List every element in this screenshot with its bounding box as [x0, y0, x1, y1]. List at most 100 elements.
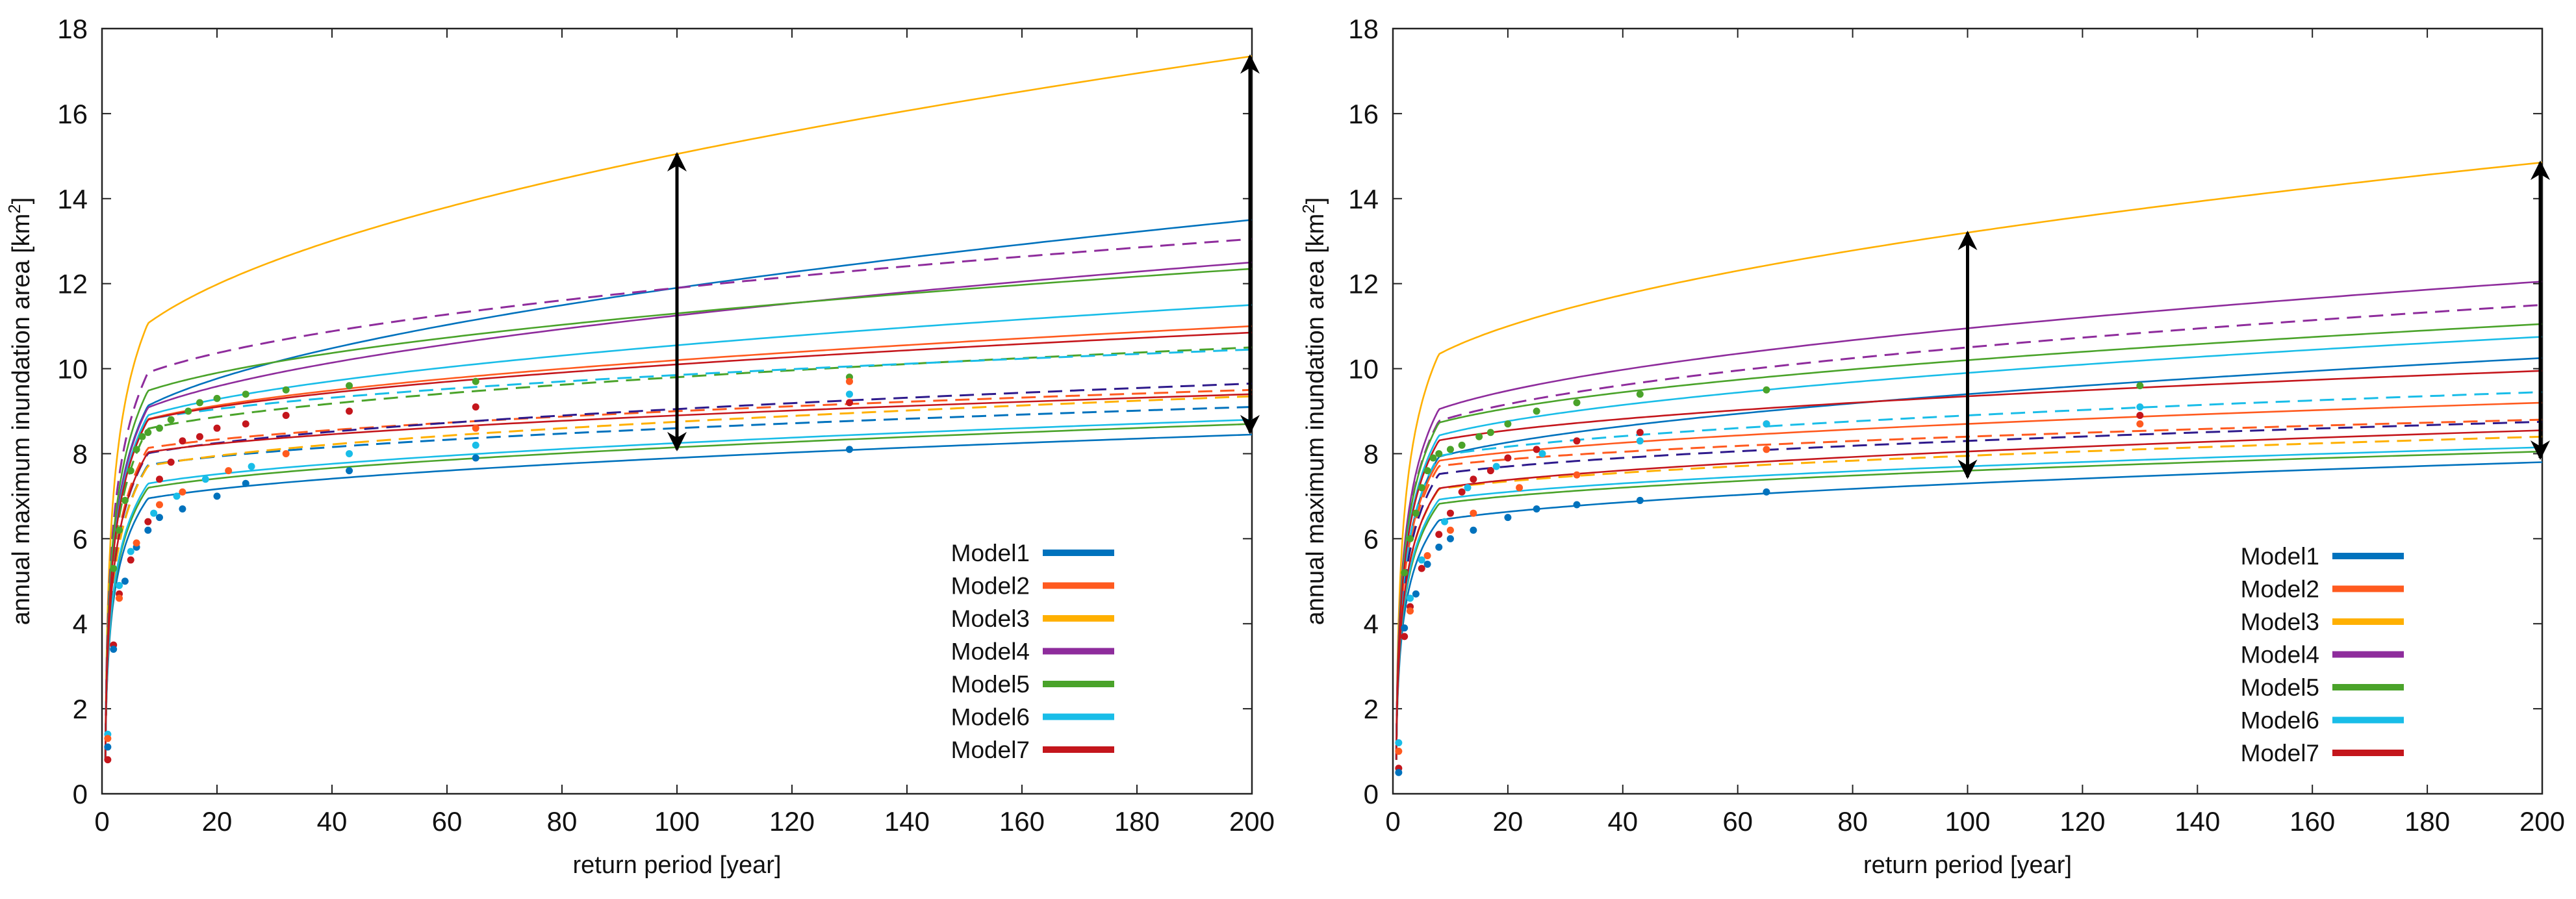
observed-point: [1573, 399, 1581, 407]
observed-point: [1763, 446, 1770, 453]
observed-point: [1636, 437, 1644, 445]
legend-label: Model3: [951, 605, 1030, 632]
observed-point: [201, 475, 209, 483]
observed-point: [1418, 556, 1425, 564]
observed-point: [1407, 607, 1414, 615]
y-tick-label: 12: [57, 269, 88, 299]
observed-point: [1412, 509, 1420, 517]
y-tick-label: 14: [57, 184, 88, 214]
observed-point: [116, 594, 123, 602]
y-axis-label-end: ]: [1302, 197, 1329, 205]
x-tick-label: 180: [1114, 806, 1160, 837]
legend-label: Model5: [951, 671, 1030, 698]
observed-point: [1486, 429, 1494, 437]
observed-point: [1458, 488, 1466, 496]
x-tick-label: 200: [2519, 806, 2565, 837]
observed-point: [282, 386, 290, 394]
x-tick-label: 60: [432, 806, 463, 837]
series-line-model7: [1396, 429, 2542, 760]
y-tick-label: 0: [73, 779, 88, 809]
x-tick-label: 140: [2174, 806, 2220, 837]
observed-point: [156, 424, 163, 432]
y-tick-label: 8: [73, 438, 88, 469]
y-tick-label: 16: [57, 99, 88, 129]
y-tick-label: 6: [1364, 524, 1379, 554]
y-tick-label: 18: [1348, 14, 1379, 44]
observed-point: [1573, 471, 1581, 479]
y-tick-label: 0: [1364, 779, 1379, 809]
series-line-model4: [105, 261, 1252, 760]
series-line-model5: [105, 423, 1252, 760]
x-tick-label: 20: [202, 806, 233, 837]
observed-point: [1429, 454, 1437, 462]
observed-point: [1395, 748, 1403, 755]
y-axis-label: annual maximum inundation area [km2]: [5, 197, 35, 626]
y-tick-label: 2: [1364, 694, 1379, 724]
series-line-model1: [105, 219, 1252, 760]
observed-point: [213, 492, 221, 500]
observed-point: [1464, 484, 1472, 492]
observed-point: [1407, 594, 1414, 602]
legend-label: Model2: [2241, 576, 2319, 603]
series-line-model2: [104, 388, 1252, 760]
observed-point: [1636, 496, 1644, 504]
plot-area: [104, 55, 1252, 764]
observed-point: [1636, 390, 1644, 398]
legend-label: Model4: [951, 639, 1030, 665]
series-line-model6: [1395, 391, 2542, 760]
x-tick-label: 200: [1229, 806, 1275, 837]
observed-point: [179, 437, 186, 445]
observed-point: [144, 429, 152, 437]
y-tick-label: 10: [57, 354, 88, 385]
series-line-model5: [1396, 450, 2542, 760]
observed-point: [110, 564, 118, 572]
observed-point: [1407, 535, 1414, 542]
observed-point: [104, 756, 112, 764]
observed-point: [1573, 437, 1581, 445]
y-tick-label: 16: [1348, 99, 1379, 129]
observed-point: [1423, 467, 1431, 475]
legend-label: Model2: [951, 573, 1030, 600]
x-tick-label: 40: [1607, 806, 1638, 837]
observed-point: [110, 645, 118, 653]
observed-point: [242, 420, 249, 428]
y-tick-label: 18: [57, 14, 88, 44]
x-tick-label: 160: [2289, 806, 2335, 837]
observed-point: [196, 399, 203, 407]
series-line-model5: [105, 268, 1252, 760]
legend-label: Model5: [2241, 674, 2319, 701]
observed-point: [138, 433, 146, 440]
observed-point: [127, 548, 134, 555]
observed-point: [1458, 441, 1466, 449]
legend-label: Model6: [951, 704, 1030, 731]
observed-point: [127, 467, 134, 475]
observed-point: [185, 407, 192, 415]
observed-point: [156, 475, 163, 483]
observed-point: [1441, 518, 1449, 525]
y-axis-label-main: annual maximum inundation area [km: [8, 214, 35, 626]
y-axis-label-main: annual maximum inundation area [km: [1302, 214, 1329, 626]
observed-point: [116, 581, 123, 589]
x-axis-label: return period [year]: [1863, 852, 2072, 879]
x-tick-label: 120: [769, 806, 815, 837]
series-line-model4: [104, 383, 1252, 760]
observed-point: [1435, 531, 1443, 538]
legend-label: Model6: [2241, 707, 2319, 734]
observed-point: [1401, 569, 1409, 577]
observed-point: [1423, 552, 1431, 560]
x-tick-label: 180: [2404, 806, 2450, 837]
legend-label: Model3: [2241, 609, 2319, 635]
y-tick-label: 6: [73, 524, 88, 554]
observed-point: [1486, 467, 1494, 475]
observed-point: [1504, 420, 1512, 428]
observed-point: [242, 479, 249, 487]
observed-point: [156, 501, 163, 509]
observed-point: [167, 416, 175, 424]
observed-point: [225, 467, 233, 475]
y-tick-label: 12: [1348, 269, 1379, 299]
observed-point: [346, 449, 353, 457]
y-axis-label-sup: 2: [1299, 204, 1318, 213]
observed-point: [248, 462, 255, 470]
observed-point: [104, 735, 112, 742]
